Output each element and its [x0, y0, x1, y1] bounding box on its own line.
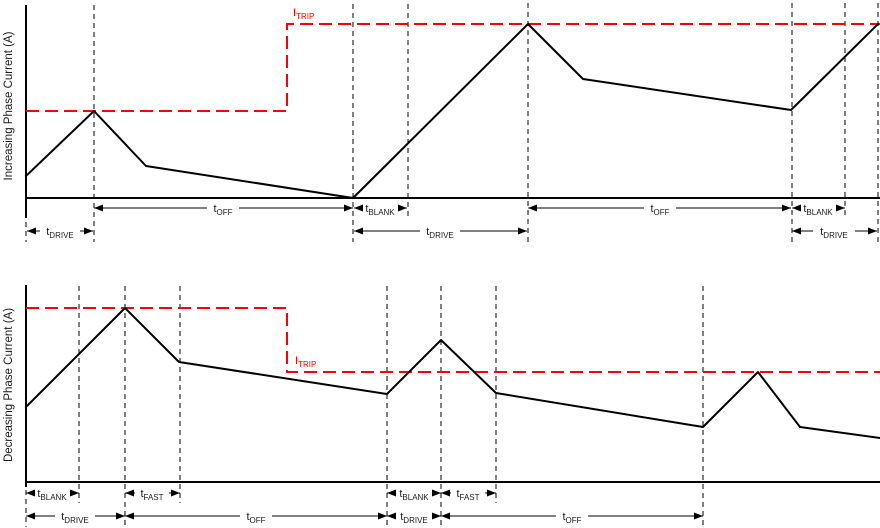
dim-t-off-1: tOFF [125, 511, 387, 525]
dim-t-fast-2: tFAST [441, 488, 496, 502]
dim-t-drive-3: tDRIVE [792, 226, 877, 240]
dim-label: tOFF [246, 511, 265, 525]
dim-label: tDRIVE [426, 226, 454, 240]
dim-label: tBLANK [365, 203, 395, 217]
itrip-label: ITRIP [295, 355, 316, 369]
dim-label: tFAST [456, 488, 479, 502]
dim-label: tBLANK [37, 488, 67, 502]
y-axis-label: Increasing Phase Current (A) [3, 31, 15, 180]
bottom-panel-decreasing-current: Decreasing Phase Current (A) ITRIP tBLAN… [3, 285, 880, 527]
dim-t-off-2: tOFF [441, 511, 703, 525]
dim-t-blank-2: tBLANK [792, 203, 845, 217]
dim-t-drive-1: tDRIVE [27, 226, 93, 240]
phase-current-waveform [24, 307, 880, 440]
dim-label: tFAST [140, 488, 163, 502]
y-axis-label: Decreasing Phase Current (A) [3, 308, 15, 462]
dim-t-blank-1: tBLANK [26, 488, 79, 502]
dim-label: tBLANK [399, 488, 429, 502]
dim-t-fast-1: tFAST [125, 488, 180, 502]
dim-t-off-1: tOFF [94, 203, 353, 217]
dim-label: tDRIVE [61, 511, 89, 525]
dim-t-off-2: tOFF [528, 203, 791, 217]
dim-t-drive-2: tDRIVE [354, 226, 527, 240]
dim-t-blank-1: tBLANK [354, 203, 407, 217]
dim-t-blank-2: tBLANK [387, 488, 441, 502]
dim-label: tDRIVE [46, 226, 74, 240]
dim-label: tOFF [562, 511, 581, 525]
time-marker-lines [25, 3, 879, 242]
itrip-threshold-line [26, 307, 880, 373]
itrip-threshold-line [26, 23, 880, 112]
dim-label: tOFF [213, 203, 232, 217]
dim-t-drive-1: tDRIVE [26, 511, 125, 525]
dim-label: tDRIVE [820, 226, 848, 240]
itrip-label: ITRIP [293, 7, 314, 21]
dim-label: tBLANK [803, 203, 833, 217]
dim-t-drive-2: tDRIVE [387, 511, 441, 525]
dim-label: tOFF [650, 203, 669, 217]
time-marker-lines [25, 286, 704, 527]
top-panel-increasing-current: Increasing Phase Current (A) ITRIP tOFF [3, 3, 880, 242]
phase-current-waveform [24, 22, 880, 199]
dim-label: tDRIVE [400, 511, 428, 525]
